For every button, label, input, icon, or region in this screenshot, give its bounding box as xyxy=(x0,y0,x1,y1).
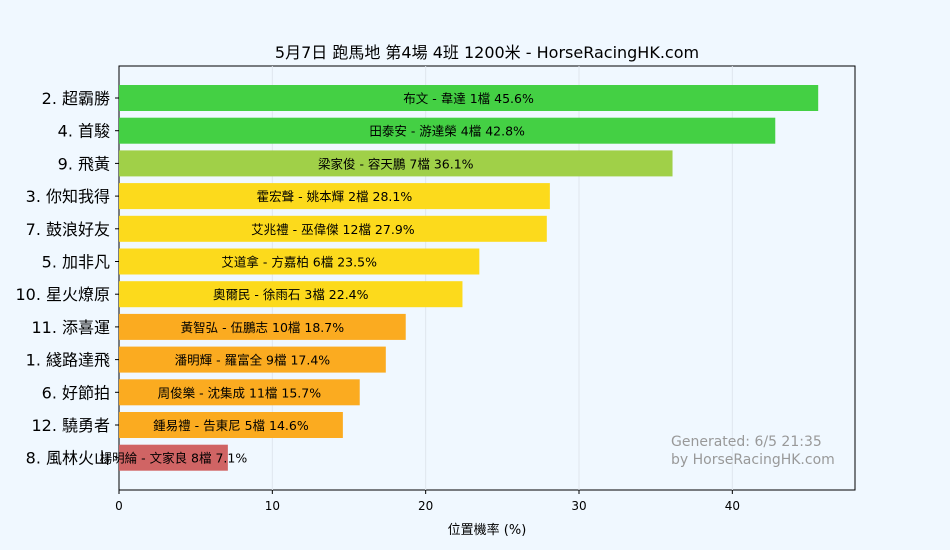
y-tick-label: 12. 驍勇者 xyxy=(31,416,110,435)
y-tick-label: 6. 好節拍 xyxy=(42,383,110,402)
y-tick-label: 10. 星火燎原 xyxy=(15,285,110,304)
annotation-generated: Generated: 6/5 21:35 xyxy=(671,434,822,450)
bar xyxy=(119,215,547,242)
bar-data-label: 周俊樂 - 沈集成 11檔 15.7% xyxy=(158,385,322,400)
y-tick-label: 7. 鼓浪好友 xyxy=(26,220,110,239)
bar-data-label: 楊明綸 - 文家良 8檔 7.1% xyxy=(100,451,248,466)
x-tick-label: 0 xyxy=(115,499,123,513)
bar-data-label: 霍宏聲 - 姚本輝 2檔 28.1% xyxy=(257,189,413,204)
bar xyxy=(119,281,463,308)
x-tick-label: 40 xyxy=(725,499,740,513)
bar-labels-group: 布文 - 韋達 1檔 45.6% 田泰安 - 游達榮 4檔 42.8% 梁家俊 - … xyxy=(100,91,534,466)
x-tick-labels: 0 10 20 30 40 xyxy=(115,490,740,513)
bar xyxy=(119,85,819,111)
y-tick-label: 1. 綫路達飛 xyxy=(26,351,110,370)
bar-data-label: 艾兆禮 - 巫偉傑 12檔 27.9% xyxy=(251,222,415,237)
bar-data-label: 鍾易禮 - 告東尼 5檔 14.6% xyxy=(153,418,309,433)
x-axis-label: 位置機率 (%) xyxy=(448,522,527,538)
annotation-site: by HorseRacingHK.com xyxy=(671,452,835,468)
y-tick-label: 9. 飛黃 xyxy=(58,154,110,173)
bar xyxy=(119,183,550,210)
bar-data-label: 田泰安 - 游達榮 4檔 42.8% xyxy=(369,124,525,139)
bar-data-label: 潘明輝 - 羅富全 9檔 17.4% xyxy=(175,353,331,368)
bar-data-label: 布文 - 韋達 1檔 45.6% xyxy=(403,91,534,106)
bar xyxy=(119,248,480,275)
bar-data-label: 黃智弘 - 伍鵬志 10檔 18.7% xyxy=(181,320,345,335)
y-tick-label: 2. 超霸勝 xyxy=(42,89,110,108)
bar-data-label: 梁家俊 - 容天鵬 7檔 36.1% xyxy=(318,156,474,171)
y-tick-label: 4. 首駿 xyxy=(58,122,110,141)
x-tick-label: 10 xyxy=(265,499,280,513)
bar-data-label: 奧爾民 - 徐雨石 3檔 22.4% xyxy=(213,287,369,302)
y-tick-label: 11. 添喜運 xyxy=(31,318,110,337)
bar xyxy=(119,412,343,438)
x-tick-label: 30 xyxy=(571,499,586,513)
chart-title: 5月7日 跑馬地 第4場 4班 1200米 - HorseRacingHK.co… xyxy=(275,43,699,62)
bar xyxy=(119,379,360,406)
bar xyxy=(119,313,406,340)
bar xyxy=(119,150,673,177)
y-tick-labels: 2. 超霸勝 4. 首駿 9. 飛黃 3. 你知我得 7. 鼓浪好友 5. 加非凡 10. … xyxy=(15,89,119,468)
y-tick-label: 8. 風林火山 xyxy=(26,449,110,468)
y-tick-label: 5. 加非凡 xyxy=(42,253,110,272)
y-tick-label: 3. 你知我得 xyxy=(26,187,110,206)
bars-group xyxy=(119,85,819,471)
bar-data-label: 艾道拿 - 方嘉柏 6檔 23.5% xyxy=(221,255,377,270)
x-tick-label: 20 xyxy=(418,499,433,513)
bar xyxy=(119,346,386,373)
bar xyxy=(119,117,776,144)
bar xyxy=(119,444,228,471)
